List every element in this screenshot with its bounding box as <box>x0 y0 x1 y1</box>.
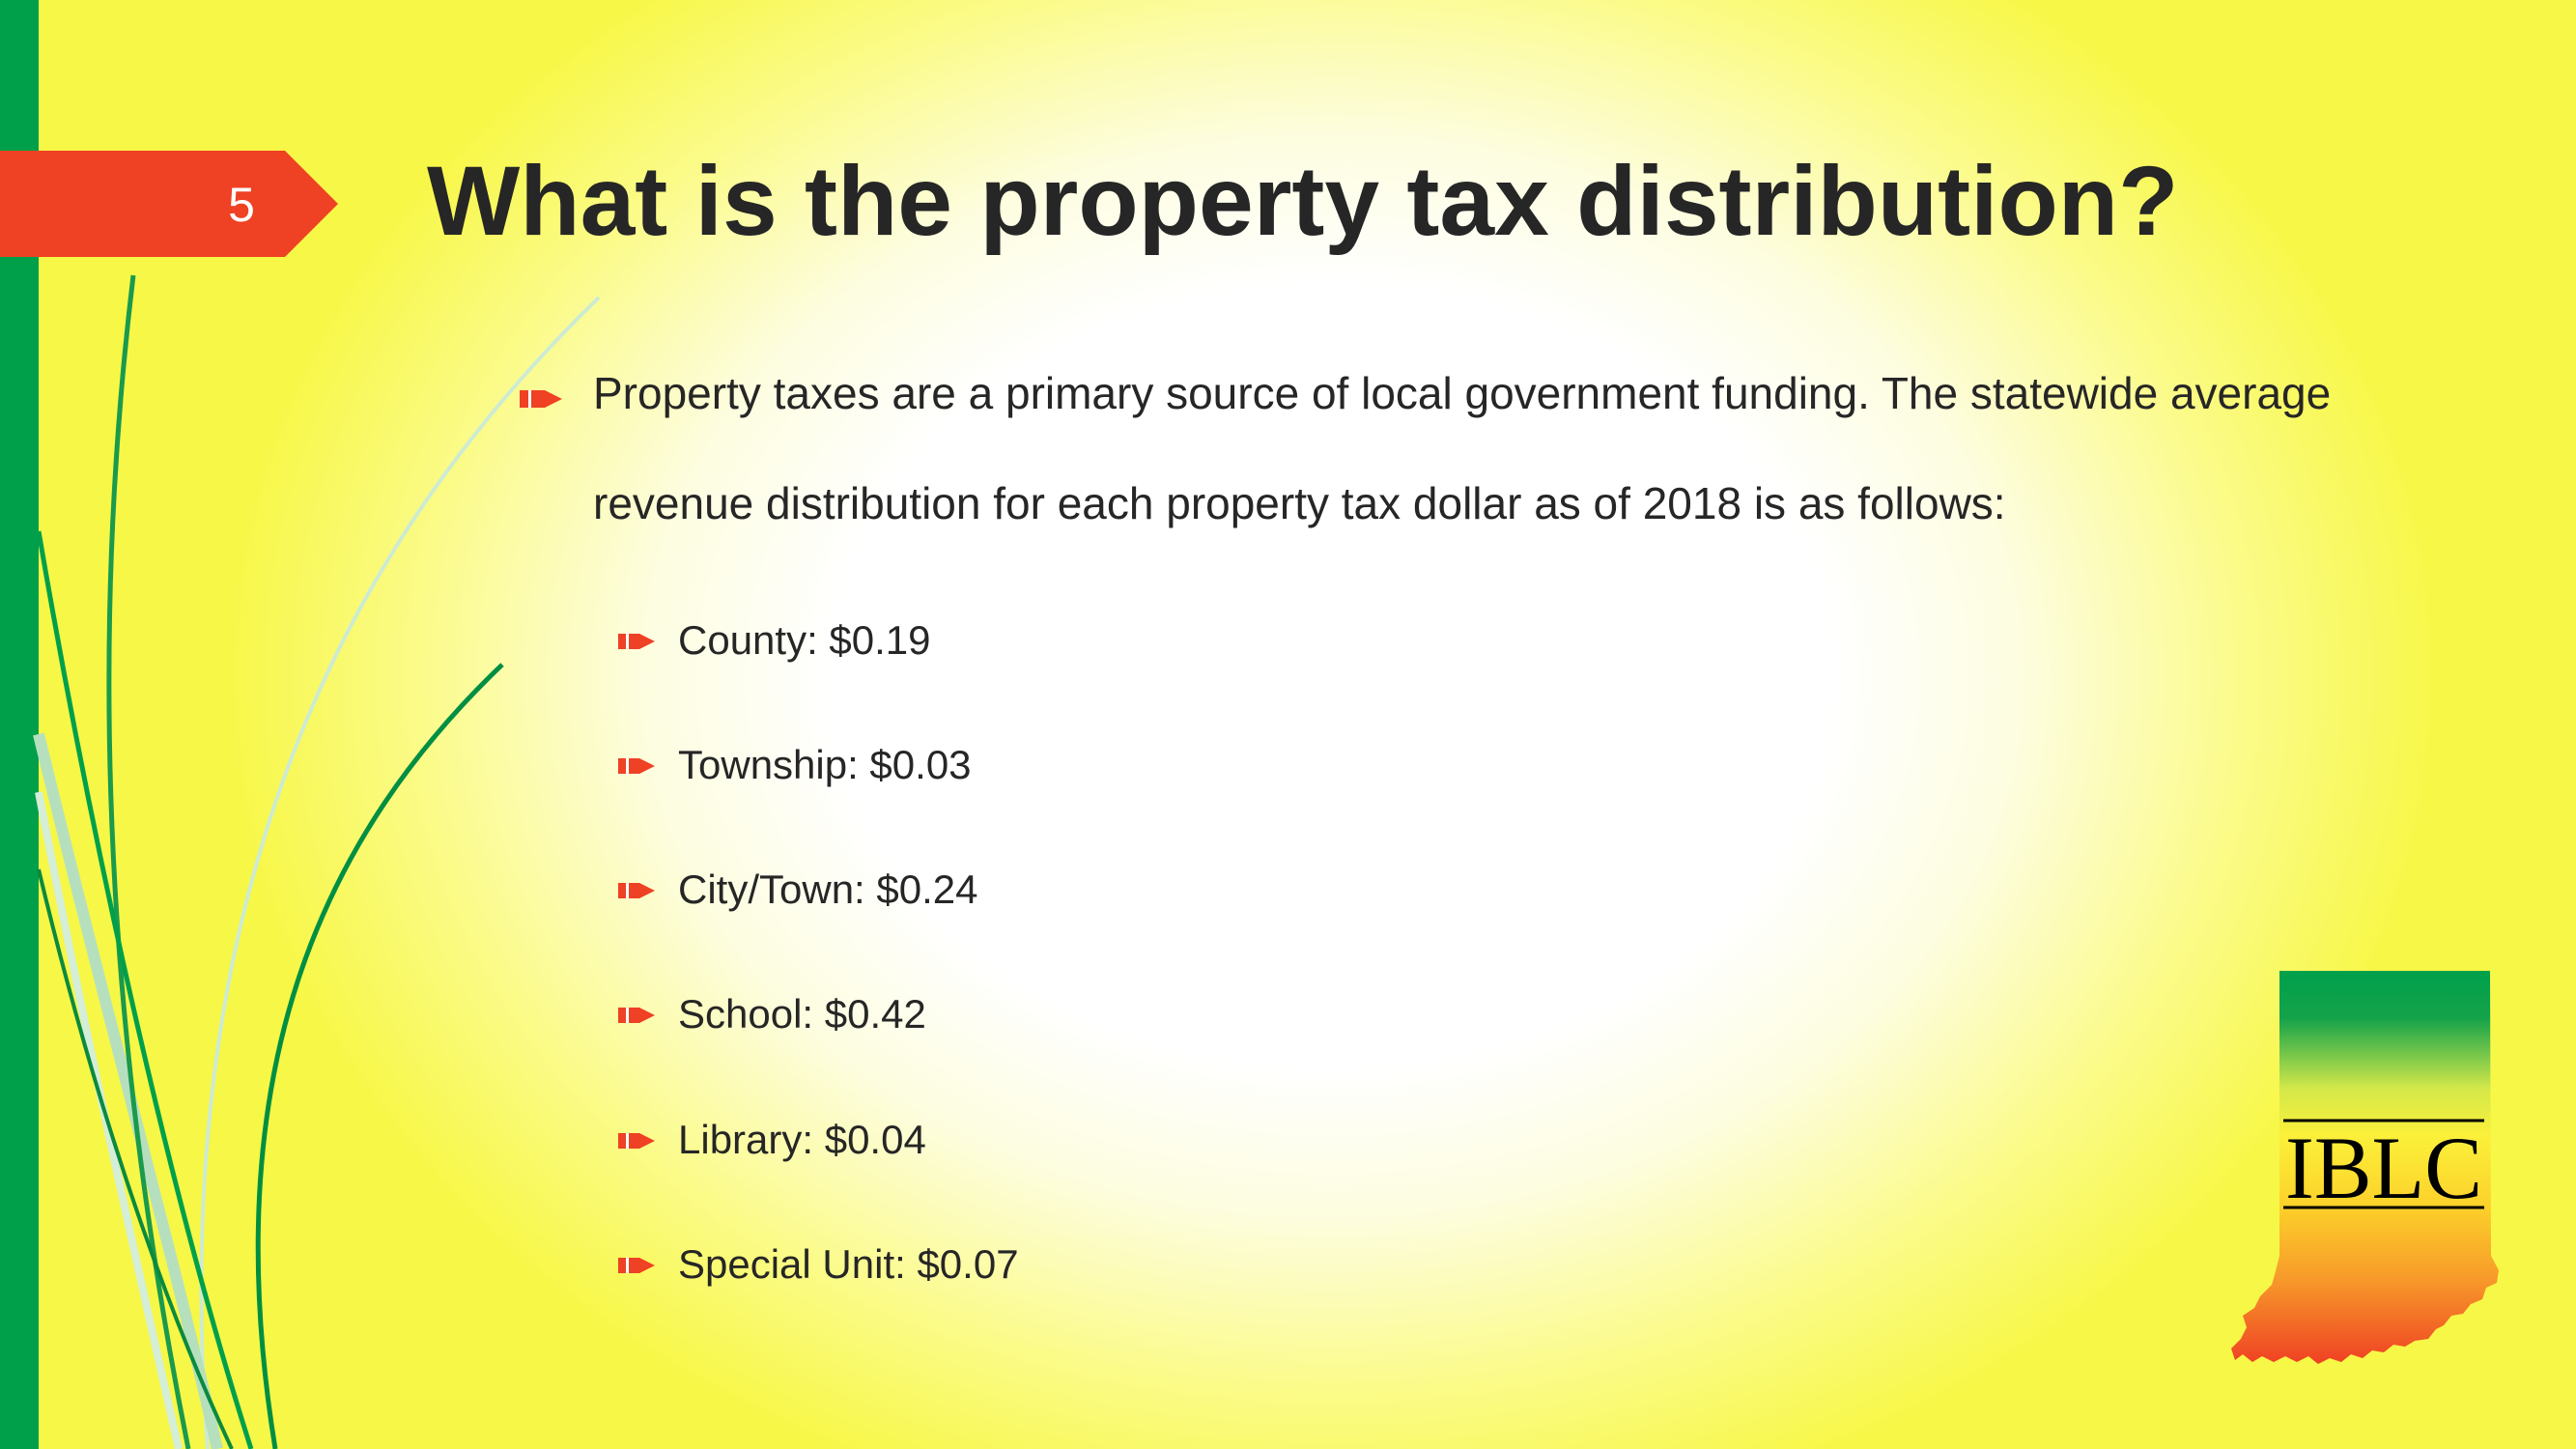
iblc-indiana-logo: IBLC <box>2231 971 2499 1364</box>
indiana-state-shape <box>2231 971 2499 1364</box>
swoosh-green-1 <box>106 274 191 1449</box>
swoosh-green-4 <box>37 868 234 1449</box>
list-item-label: Special Unit: $0.07 <box>678 1241 1019 1287</box>
swoosh-light-2 <box>33 732 223 1449</box>
list-item-label: City/Town: $0.24 <box>678 867 978 912</box>
bullet-arrow-icon <box>520 390 562 408</box>
page-number: 5 <box>228 178 255 232</box>
list-item-label: Library: $0.04 <box>678 1117 926 1162</box>
list-item: School: $0.42 <box>618 985 1487 1043</box>
bullet-arrow-icon <box>618 758 655 774</box>
list-item: City/Town: $0.24 <box>618 861 1487 919</box>
bullet-arrow-icon <box>618 1133 655 1149</box>
bullet-arrow-icon <box>618 1008 655 1023</box>
bullet-arrow-icon <box>618 634 655 649</box>
list-item: County: $0.19 <box>618 611 1487 669</box>
logo-text: IBLC <box>2285 1119 2482 1217</box>
list-item-label: Township: $0.03 <box>678 742 972 787</box>
swoosh-light-3 <box>35 791 183 1449</box>
list-item-label: School: $0.42 <box>678 991 926 1037</box>
swoosh-green-2 <box>36 530 254 1449</box>
slide-title: What is the property tax distribution? <box>427 146 2179 256</box>
list-item: Township: $0.03 <box>618 736 1487 794</box>
swoosh-green-3 <box>255 663 504 1449</box>
list-item-label: County: $0.19 <box>678 617 931 663</box>
list-item: Special Unit: $0.07 <box>618 1236 1487 1293</box>
list-item: Library: $0.04 <box>618 1111 1487 1169</box>
bullet-arrow-icon <box>618 883 655 898</box>
bullet-arrow-icon <box>618 1258 655 1273</box>
swoosh-light-1 <box>199 296 601 1449</box>
intro-text: Property taxes are a primary source of l… <box>593 368 2332 528</box>
page-number-tab <box>0 151 338 257</box>
